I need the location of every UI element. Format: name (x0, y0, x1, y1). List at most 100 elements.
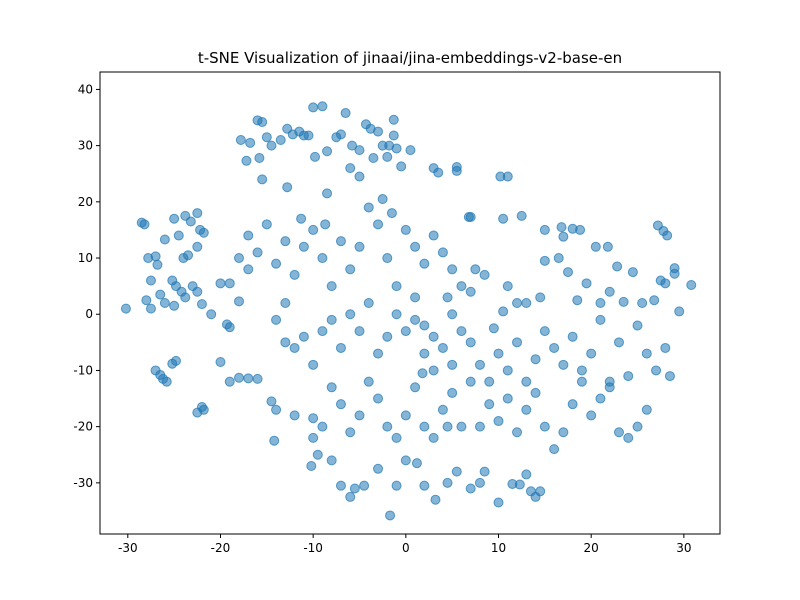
point (192, 286, 203, 297)
point (400, 224, 411, 235)
point (170, 355, 181, 366)
point (493, 416, 504, 427)
point (474, 359, 485, 370)
point (308, 432, 319, 443)
point (623, 371, 634, 382)
point (410, 241, 421, 252)
point (465, 483, 476, 494)
point (141, 295, 152, 306)
point (192, 208, 203, 219)
point (437, 247, 448, 258)
point (326, 281, 337, 292)
point (437, 342, 448, 353)
point (632, 320, 643, 331)
point (637, 298, 648, 308)
point (442, 292, 453, 303)
point (572, 295, 583, 306)
point (411, 458, 422, 469)
point (349, 483, 360, 494)
point (234, 253, 245, 264)
point (271, 314, 282, 325)
point (613, 427, 624, 438)
point (161, 376, 172, 387)
point (169, 213, 180, 224)
point (530, 354, 541, 365)
point (224, 376, 235, 387)
point (512, 298, 523, 308)
point (651, 365, 662, 376)
point (388, 114, 399, 125)
point (280, 298, 291, 308)
x-tick-label: 20 (584, 541, 599, 555)
point (417, 368, 428, 379)
point (516, 210, 527, 221)
point (669, 268, 680, 279)
point (373, 126, 384, 137)
point (539, 224, 550, 235)
point (271, 404, 282, 415)
point (502, 281, 513, 292)
point (576, 365, 587, 376)
point (535, 292, 546, 303)
point (419, 258, 430, 269)
point (419, 348, 430, 359)
point (553, 253, 564, 264)
point (419, 320, 430, 331)
point (456, 421, 467, 432)
point (261, 219, 272, 230)
point (604, 286, 615, 297)
point (206, 309, 217, 320)
point (535, 486, 546, 497)
point (183, 250, 194, 261)
x-tick-label: 10 (491, 541, 506, 555)
y-tick-label: 20 (78, 195, 93, 209)
point (159, 298, 170, 308)
point (215, 278, 226, 289)
point (451, 466, 462, 477)
point (428, 230, 439, 241)
x-tick-label: -10 (303, 541, 323, 555)
point (145, 303, 156, 314)
point (664, 371, 675, 382)
point (556, 222, 567, 233)
y-tick-label: -10 (73, 363, 93, 377)
point (590, 241, 601, 252)
point (347, 140, 358, 151)
point (400, 410, 411, 421)
point (252, 373, 263, 384)
point (530, 387, 541, 398)
point (465, 212, 476, 223)
point (649, 295, 660, 306)
point (289, 269, 300, 280)
point (549, 444, 560, 455)
point (484, 376, 495, 387)
point (243, 264, 254, 275)
point (275, 135, 286, 146)
point (373, 219, 384, 230)
point (180, 292, 191, 303)
point (410, 382, 421, 393)
point (514, 479, 525, 490)
point (363, 298, 374, 308)
x-tick-label: 30 (676, 541, 691, 555)
point (234, 296, 245, 307)
y-tick-label: 40 (78, 82, 93, 96)
point (686, 280, 697, 291)
point (373, 348, 384, 359)
point (456, 281, 467, 292)
point (308, 224, 319, 235)
point (391, 480, 402, 491)
point (410, 314, 421, 325)
point (474, 477, 485, 488)
point (243, 230, 254, 241)
point (289, 410, 300, 421)
point (345, 264, 356, 275)
point (595, 393, 606, 404)
point (549, 342, 560, 353)
point (623, 432, 634, 443)
point (502, 365, 513, 376)
point (320, 219, 331, 230)
point (257, 174, 268, 185)
point (442, 477, 453, 488)
